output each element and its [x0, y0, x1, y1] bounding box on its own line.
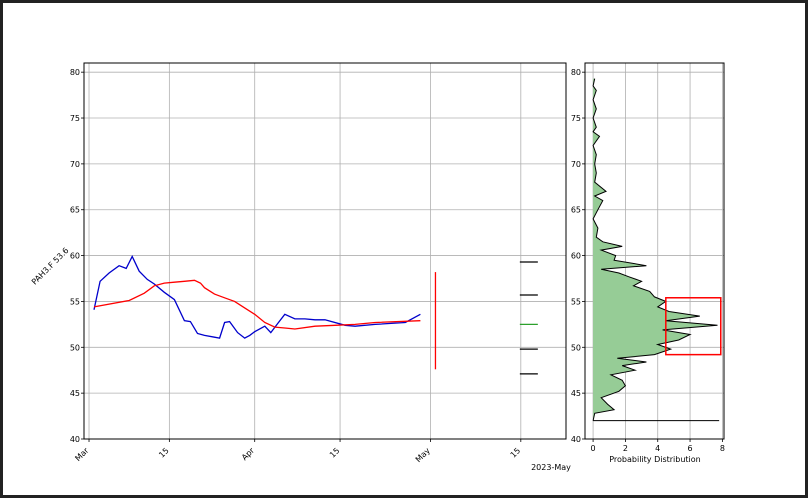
main-x-tick-label: 15 — [157, 446, 171, 460]
side-x-tick-label: 4 — [655, 444, 660, 453]
side-y-tick-label: 75 — [571, 114, 581, 123]
side-y-tick-label: 60 — [571, 252, 581, 261]
main-y-tick-label: 80 — [70, 68, 80, 77]
main-y-tick-label: 45 — [70, 389, 80, 398]
main-plot-border — [83, 62, 567, 440]
side-y-tick-label: 65 — [571, 206, 581, 215]
side-ticks: 40 45 50 55 60 65 70 75 80 0 2 4 6 8 — [571, 68, 725, 453]
side-x-tick-label: 2 — [623, 444, 628, 453]
side-plot-border — [584, 62, 725, 440]
density-fill — [593, 78, 718, 421]
main-x-tick-label: May — [414, 446, 432, 464]
main-y-tick-label: 70 — [70, 160, 80, 169]
main-series — [93, 255, 421, 339]
side-series — [592, 78, 722, 422]
main-y-tick-label: 50 — [70, 343, 80, 352]
side-y-tick-label: 70 — [571, 160, 581, 169]
price-series-line — [93, 255, 421, 339]
main-y-tick-label: 40 — [70, 435, 80, 444]
side-y-tick-label: 45 — [571, 389, 581, 398]
main-extras — [434, 261, 538, 375]
main-y-tick-label: 75 — [70, 114, 80, 123]
main-x-tick-label: 15 — [509, 446, 523, 460]
side-grid — [585, 63, 724, 440]
highlight-box — [665, 297, 722, 356]
side-x-tick-label: 8 — [720, 444, 725, 453]
main-x-tick-label: Mar — [73, 446, 91, 464]
main-y-tick-label: 65 — [70, 206, 80, 215]
density-outline — [592, 78, 718, 421]
main-x-tick-label: 15 — [328, 446, 342, 460]
main-grid — [84, 63, 566, 440]
price-series-line — [93, 279, 421, 330]
main-x-suffix-label: 2023-May — [531, 463, 571, 472]
side-x-tick-label: 6 — [688, 444, 693, 453]
side-y-tick-label: 80 — [571, 68, 581, 77]
side-y-tick-label: 55 — [571, 297, 581, 306]
main-ticks: 40 45 50 55 60 65 70 75 80 Mar 15 Apr 15 May 15 — [70, 68, 522, 464]
side-x-axis-label: Probability Distribution — [609, 455, 701, 464]
main-y-tick-label: 55 — [70, 297, 80, 306]
main-x-tick-label: Apr — [240, 446, 257, 463]
main-y-axis-label: PAH3.F 53.6 — [30, 246, 71, 287]
side-y-tick-label: 40 — [571, 435, 581, 444]
side-y-tick-label: 50 — [571, 343, 581, 352]
side-x-tick-label: 0 — [591, 444, 596, 453]
main-y-tick-label: 60 — [70, 252, 80, 261]
